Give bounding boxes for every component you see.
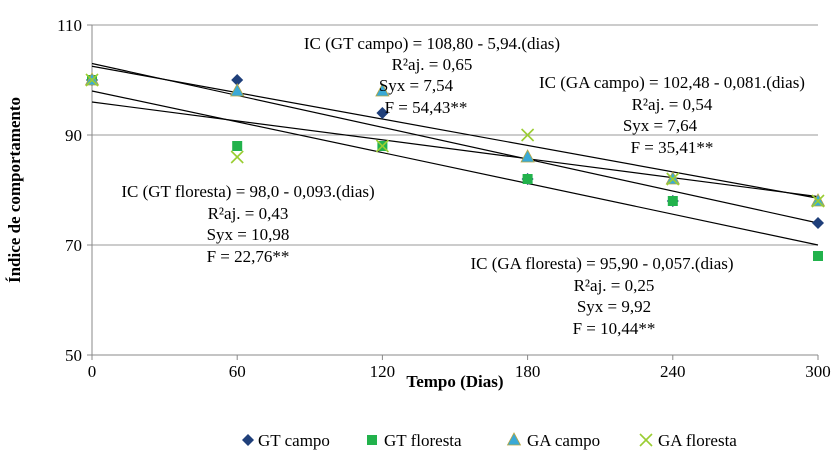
legend-marker — [506, 432, 522, 446]
axis-ticks: 50 70 90 110 0 60 120 180 240 300 — [57, 16, 831, 381]
y-tick-label: 90 — [65, 126, 82, 145]
trendline — [91, 62, 819, 224]
annotation-line: R²aj. = 0,25 — [574, 276, 655, 295]
y-tick-label: 70 — [65, 236, 82, 255]
annotation-line: Syx = 10,98 — [207, 225, 290, 244]
data-point — [375, 139, 389, 153]
legend-item: GT floresta — [367, 431, 462, 450]
legend-item: GT campo — [242, 431, 330, 450]
data-point — [230, 83, 245, 97]
regression-annotation: IC (GA floresta) = 95,90 - 0,057.(dias) R… — [470, 254, 733, 338]
legend-marker — [367, 435, 377, 445]
legend-label: GT floresta — [384, 431, 462, 450]
annotation-line: F = 10,44** — [573, 319, 656, 338]
regression-annotation: IC (GT floresta) = 98,0 - 0,093.(dias) R²… — [121, 182, 374, 266]
annotation-line: IC (GT floresta) = 98,0 - 0,093.(dias) — [121, 182, 374, 201]
x-tick-label: 60 — [229, 362, 246, 381]
data-point — [667, 196, 678, 206]
x-tick-label: 0 — [88, 362, 97, 381]
y-tick-label: 110 — [57, 16, 82, 35]
annotation-line: R²aj. = 0,54 — [632, 95, 713, 114]
annotation-line: Syx = 9,92 — [577, 297, 651, 316]
x-tick-label: 120 — [370, 362, 396, 381]
x-tick-label: 240 — [660, 362, 686, 381]
annotation-line: IC (GT campo) = 108,80 - 5,94.(dias) — [304, 34, 560, 53]
annotation-line: F = 54,43** — [385, 98, 468, 117]
data-point — [520, 149, 535, 163]
data-point — [231, 74, 244, 86]
x-axis-title: Tempo (Dias) — [406, 372, 503, 391]
annotation-line: F = 35,41** — [631, 138, 714, 157]
data-point — [812, 217, 824, 229]
legend-item: GA floresta — [639, 431, 737, 450]
data-point — [230, 150, 244, 164]
data-point — [521, 128, 535, 142]
annotation-line: IC (GA campo) = 102,48 - 0,081.(dias) — [539, 73, 805, 92]
data-point — [811, 194, 825, 208]
equation-annotations: IC (GT campo) = 108,80 - 5,94.(dias) R²aj… — [121, 34, 805, 338]
y-axis-title: Índice de comportamento — [5, 97, 24, 283]
legend-label: GA floresta — [658, 431, 737, 450]
regression-annotation: IC (GT campo) = 108,80 - 5,94.(dias) R²aj… — [304, 34, 560, 117]
annotation-line: R²aj. = 0,65 — [392, 55, 473, 74]
trendline — [91, 90, 819, 246]
legend: GT campo GT floresta GA campo GA floresta — [242, 431, 737, 450]
data-point — [522, 174, 533, 184]
data-point — [666, 172, 680, 186]
annotation-line: IC (GA floresta) = 95,90 - 0,057.(dias) — [470, 254, 733, 273]
data-point — [232, 141, 243, 151]
legend-label: GA campo — [527, 431, 600, 450]
y-tick-label: 50 — [65, 346, 82, 365]
legend-marker — [639, 433, 653, 447]
data-point — [376, 107, 389, 119]
data-point — [85, 73, 99, 87]
legend-item: GA campo — [506, 431, 600, 450]
regression-annotation: IC (GA campo) = 102,48 - 0,081.(dias) R²a… — [539, 73, 805, 157]
annotation-line: Syx = 7,64 — [623, 116, 698, 135]
trendline — [91, 65, 819, 199]
x-tick-label: 300 — [805, 362, 831, 381]
x-tick-label: 180 — [515, 362, 541, 381]
gridlines — [92, 24, 818, 246]
data-point — [813, 251, 823, 261]
trendlines — [91, 62, 819, 246]
annotation-line: R²aj. = 0,43 — [208, 204, 289, 223]
legend-label: GT campo — [258, 431, 330, 450]
data-points — [84, 72, 826, 261]
annotation-line: F = 22,76** — [207, 247, 290, 266]
legend-marker — [242, 434, 254, 446]
annotation-line: Syx = 7,54 — [379, 76, 454, 95]
data-point — [375, 83, 390, 97]
trendline — [91, 101, 819, 198]
